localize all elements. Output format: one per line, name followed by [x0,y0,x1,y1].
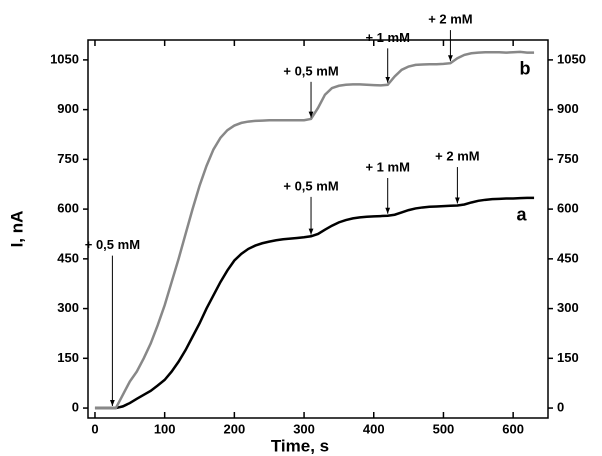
y2-tick-label: 1050 [557,51,586,66]
series-line [94,196,535,410]
x-tick-label: 600 [502,421,524,436]
x-axis-title: Time, s [271,436,329,455]
y-tick-label: 0 [72,399,79,414]
y2-tick-label: 450 [557,250,579,265]
y2-tick-label: 0 [557,399,564,414]
x-tick-label: 400 [363,421,385,436]
y-axis-title: I, nA [7,211,26,248]
plot-frame [87,39,549,419]
y-tick-label: 1050 [50,51,79,66]
y2-tick-label: 900 [557,101,579,116]
annotation-text: + 1 mM [365,159,409,174]
x-tick-label: 0 [91,421,98,436]
y-tick-label: 300 [57,300,79,315]
x-tick-label: 100 [154,421,176,436]
x-tick-label: 300 [293,421,315,436]
y2-tick-label: 600 [557,201,579,216]
y-tick-label: 900 [57,101,79,116]
annotation-text: + 2 mM [435,148,479,163]
y2-tick-label: 750 [557,151,579,166]
y-tick-label: 150 [57,350,79,365]
series-line [94,50,535,410]
y-tick-label: 450 [57,250,79,265]
annotation-text: + 2 mM [428,12,472,27]
y-tick-label: 750 [57,151,79,166]
x-tick-label: 200 [224,421,246,436]
annotation-text: + 0,5 mM [283,178,338,193]
x-tick-label: 500 [433,421,455,436]
y2-tick-label: 150 [557,350,579,365]
annotation-text: + 0,5 mM [85,237,140,252]
y-tick-label: 600 [57,201,79,216]
annotation-text: + 1 mM [365,30,409,45]
curve-label: a [517,204,528,224]
annotation-text: + 0,5 mM [283,63,338,78]
curve-label: b [520,59,531,79]
y2-tick-label: 300 [557,300,579,315]
